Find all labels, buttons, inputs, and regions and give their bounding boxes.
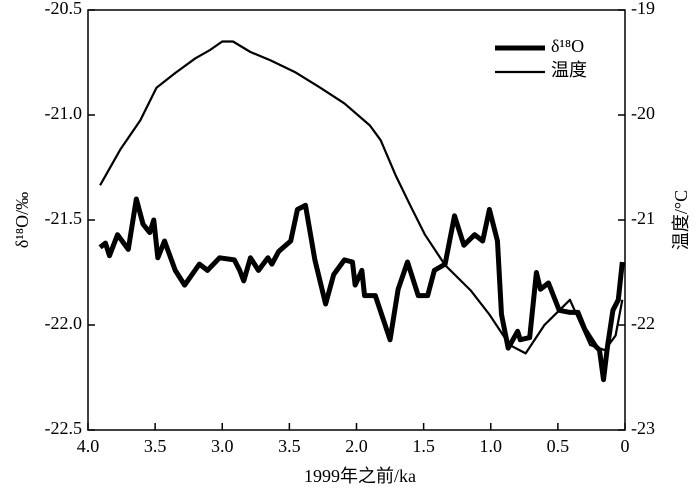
x-tick-label: 0 bbox=[621, 436, 630, 456]
y2-tick-label: -22 bbox=[631, 313, 655, 333]
x-tick-label: 1.5 bbox=[412, 436, 435, 456]
legend-label: δ¹⁸O bbox=[551, 36, 584, 56]
y-tick-label: -22.0 bbox=[45, 313, 83, 333]
y-axis-label: δ¹⁸O/‰ bbox=[12, 192, 32, 248]
y-tick-label: -21.5 bbox=[45, 208, 83, 228]
y-tick-label: -21.0 bbox=[45, 103, 83, 123]
x-tick-label: 1.0 bbox=[480, 436, 503, 456]
x-tick-label: 3.5 bbox=[278, 436, 301, 456]
y2-tick-label: -20 bbox=[631, 103, 655, 123]
x-tick-label: 4.0 bbox=[77, 436, 100, 456]
legend-label: 温度 bbox=[551, 60, 587, 80]
x-tick-label: 0.5 bbox=[547, 436, 570, 456]
y2-tick-label: -21 bbox=[631, 208, 655, 228]
x-tick-label: 2.0 bbox=[345, 436, 368, 456]
x-tick-label: 3.0 bbox=[211, 436, 234, 456]
y-tick-label: -22.5 bbox=[45, 418, 83, 438]
y2-tick-label: -19 bbox=[631, 0, 655, 18]
series-line bbox=[98, 196, 625, 383]
y2-tick-label: -23 bbox=[631, 418, 655, 438]
series-line bbox=[99, 40, 624, 355]
y2-axis-label: 温度/°C bbox=[671, 190, 691, 250]
x-tick-label: 3.5 bbox=[144, 436, 167, 456]
y-tick-label: -20.5 bbox=[45, 0, 83, 18]
x-axis-label: 1999年之前/ka bbox=[304, 466, 416, 486]
